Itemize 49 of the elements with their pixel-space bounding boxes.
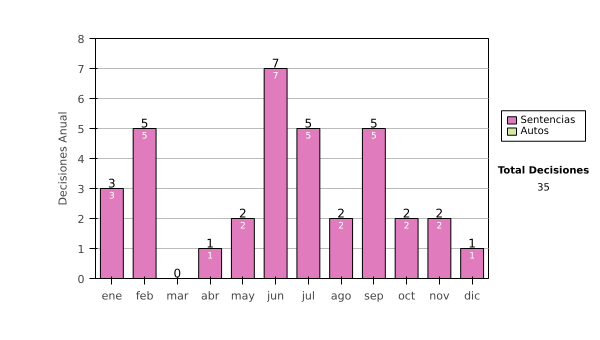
total-label: 2 [436,206,444,220]
data-label: 2 [338,222,344,232]
y-tick-label: 7 [78,63,84,76]
x-tick-label: mar [166,290,189,302]
text: 35 [537,182,550,194]
text: Total Decisiones [498,166,590,176]
x-tick-label: dic [464,290,480,302]
y-tick-label: 0 [78,273,84,286]
total-label: 2 [402,206,410,220]
data-label: 7 [272,72,278,82]
x-tick-label: ago [330,290,352,302]
x-tick-label: jun [266,290,284,302]
x-tick-label: nov [429,290,450,302]
total-label: 2 [239,206,247,220]
data-label: 1 [207,252,213,262]
x-tick-label: oct [398,290,416,302]
data-label: 3 [109,192,115,202]
y-tick-label: 8 [78,33,84,46]
data-label: 2 [436,222,442,232]
legend-label: Sentencias [520,114,576,126]
total-label: 5 [140,116,148,130]
data-label: 2 [404,222,410,232]
data-label: 5 [306,132,312,142]
y-tick-label: 5 [78,123,84,136]
total-label: 5 [304,116,312,130]
total-label: 7 [272,56,280,70]
total-label: 1 [468,236,476,250]
total-label: 5 [370,116,378,130]
total-label: 1 [206,236,214,250]
x-tick-label: ene [102,290,122,302]
y-tick-label: 4 [78,153,84,166]
y-tick-label: 3 [78,183,84,196]
y-tick-label: 2 [78,213,84,226]
x-tick-label: jul [300,290,315,302]
total-label: 3 [108,176,116,190]
y-tick-label: 1 [78,243,84,256]
data-label: 2 [240,222,246,232]
data-label: 5 [371,132,377,142]
total-label: 0 [174,266,182,280]
x-tick-label: feb [136,290,154,302]
x-tick-label: may [230,290,256,302]
legend-label: Autos [520,126,549,138]
y-tick-label: 6 [78,93,84,106]
x-tick-label: sep [364,290,384,302]
y-axis-title: Decisiones Anual [56,111,70,206]
data-label: 5 [142,132,148,142]
total-label: 2 [337,206,345,220]
data-label: 1 [469,252,475,262]
x-tick-label: abr [201,290,220,302]
